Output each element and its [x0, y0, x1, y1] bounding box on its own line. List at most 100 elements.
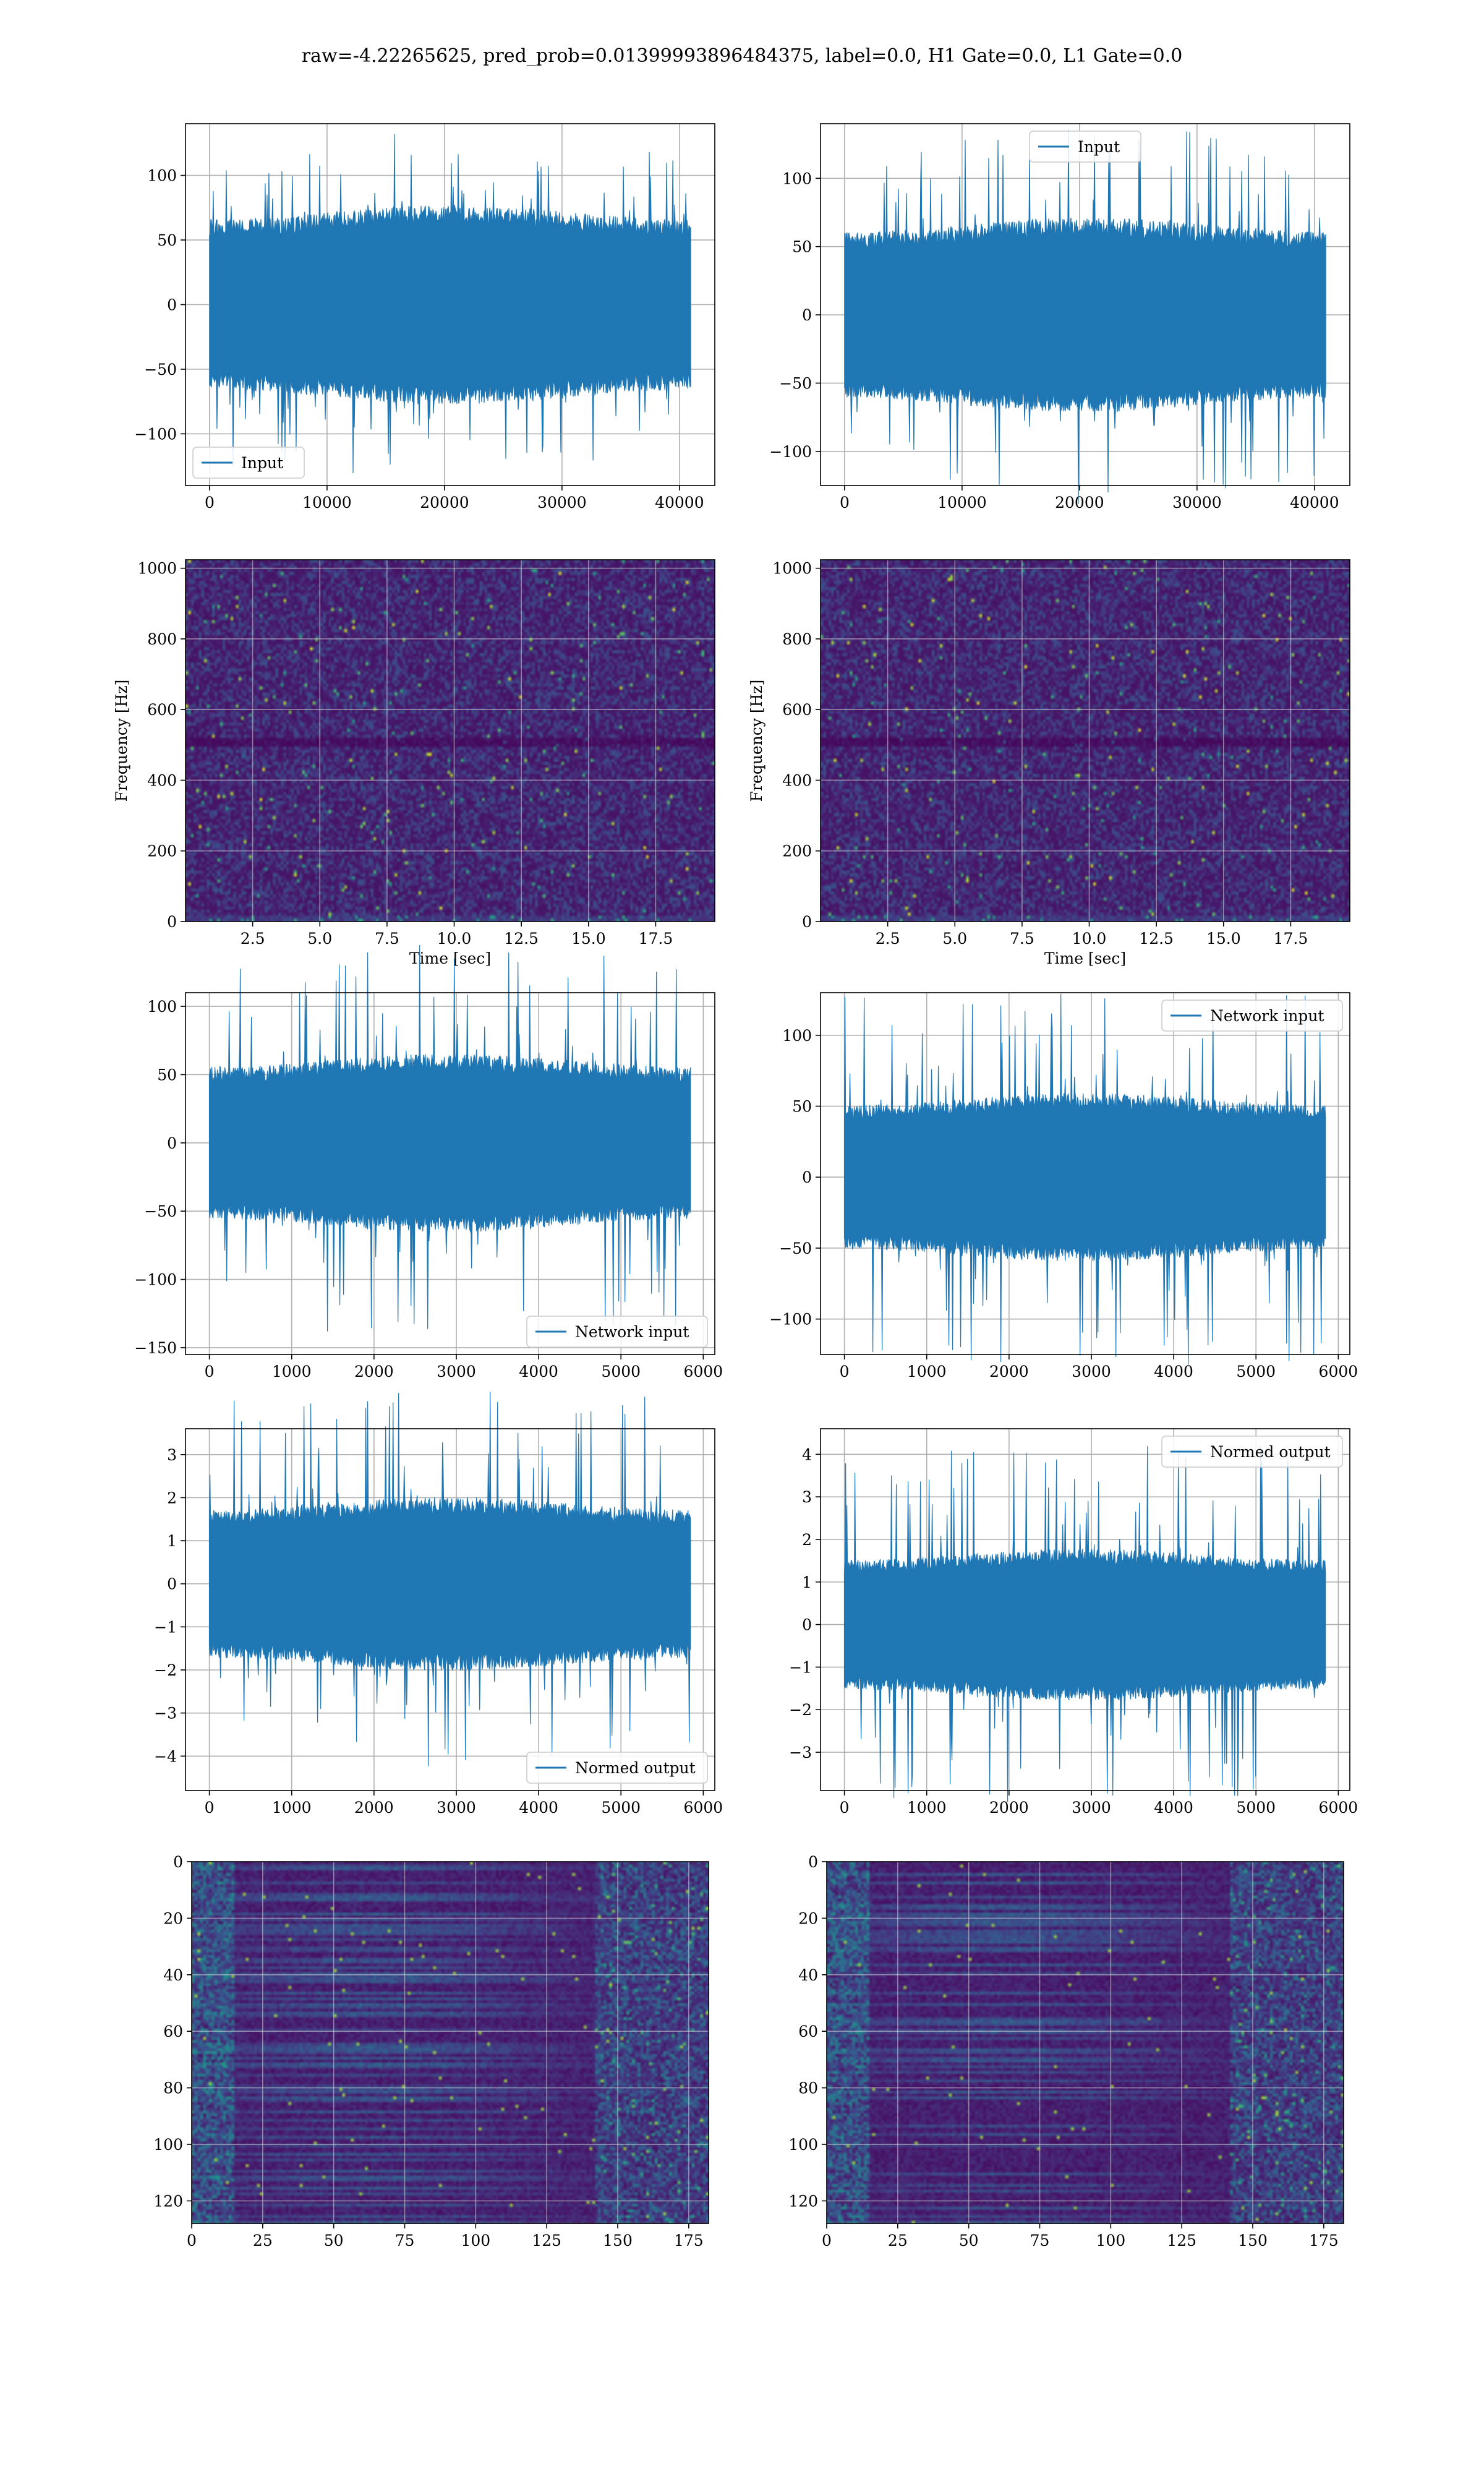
x-tick-label: 10000: [302, 494, 352, 511]
x-tick-label: 12.5: [1139, 930, 1174, 948]
x-tick-label: 2000: [354, 1799, 394, 1817]
net-h1-axes: 0 1000 2000 3000 4000 5000 6000 −150 −100 −50 0 50 1…: [134, 944, 723, 1380]
y-tick-label: 1000: [137, 560, 177, 578]
x-tick-label: 100: [1096, 2232, 1125, 2249]
y-tick-label: 20: [163, 1909, 183, 1927]
input-l1-frame: [820, 123, 1350, 486]
legend-label: Network input: [575, 1323, 689, 1341]
y-tick-label: −50: [144, 1202, 177, 1220]
legend-box: [1029, 131, 1141, 163]
x-tick-label: 5.0: [307, 930, 332, 948]
x-tick-label: 6000: [684, 1799, 723, 1817]
y-tick-label: −50: [144, 361, 177, 379]
norm-h1-frame: [185, 1428, 715, 1791]
legend: Input: [192, 447, 305, 479]
legend-box: [1161, 999, 1343, 1032]
x-tick-label: 0: [840, 1799, 850, 1817]
norm-l1-axes: 0 1000 2000 3000 4000 5000 6000 −3 −2 −1 0 1 2 3 4 Norm…: [789, 1428, 1358, 1817]
x-tick-label: 75: [1030, 2232, 1050, 2249]
net-l1-axes: 0 1000 2000 3000 4000 5000 6000 −100 −50 0 50 100 Ne…: [769, 992, 1358, 1380]
legend-box: [526, 1316, 708, 1348]
x-tick-label: 150: [603, 2232, 633, 2249]
legend-label: Normed output: [575, 1759, 696, 1777]
legend-label: Input: [1078, 138, 1120, 156]
net-l1-frame: [820, 992, 1350, 1355]
x-tick-label: 175: [1309, 2232, 1339, 2249]
x-tick-label: 175: [674, 2232, 704, 2249]
x-tick-label: 75: [395, 2232, 415, 2249]
y-tick-label: 0: [802, 1616, 812, 1634]
y-tick-label: 20: [798, 1909, 818, 1927]
y-tick-label: 0: [167, 1134, 177, 1152]
y-tick-label: −4: [154, 1747, 177, 1765]
y-tick-label: −100: [134, 1271, 177, 1289]
net-h1-frame: [185, 992, 715, 1355]
legend: Normed output: [526, 1752, 708, 1784]
x-axis-label: Time [sec]: [1044, 949, 1126, 967]
x-tick-label: 4000: [1154, 1363, 1193, 1380]
x-tick-label: 0: [822, 2232, 832, 2249]
figure-title: raw=-4.22265625, pred_prob=0.01399993896…: [302, 45, 1183, 67]
x-tick-label: 4000: [1154, 1799, 1193, 1817]
y-tick-label: 0: [167, 1575, 177, 1593]
y-tick-label: 80: [163, 2079, 183, 2097]
x-tick-label: 3000: [437, 1363, 476, 1380]
x-tick-label: 5.0: [942, 930, 967, 948]
x-tick-label: 7.5: [375, 930, 399, 948]
spec-h1-axes: 2.5 5.0 7.5 10.0 12.5 15.0 17.5 0 200 400 600 800 10…: [113, 559, 715, 967]
y-tick-label: −3: [789, 1744, 812, 1761]
x-tick-label: 5000: [1236, 1799, 1276, 1817]
x-tick-label: 5000: [1236, 1363, 1276, 1380]
spec-l1-axes: 2.5 5.0 7.5 10.0 12.5 15.0 17.5 0 200 400 600 800 10…: [748, 559, 1350, 967]
y-tick-label: −2: [789, 1701, 812, 1719]
y-tick-label: 200: [782, 842, 812, 860]
y-tick-label: 0: [802, 306, 812, 324]
spec-h1-frame: [185, 559, 715, 922]
y-tick-label: 60: [163, 2022, 183, 2040]
y-tick-label: 0: [167, 296, 177, 314]
spec-h1-heatmap-image: [186, 560, 715, 922]
y-tick-label: 3: [167, 1446, 177, 1464]
y-tick-label: 100: [782, 1027, 812, 1045]
legend: Network input: [1161, 999, 1343, 1032]
y-tick-label: 100: [788, 2136, 818, 2154]
legend-box: [192, 447, 305, 479]
feat-l1-frame: [826, 1861, 1344, 2224]
y-tick-label: 3: [802, 1488, 812, 1506]
x-tick-label: 17.5: [639, 930, 673, 948]
y-tick-label: 120: [153, 2192, 183, 2210]
x-tick-label: 15.0: [571, 930, 606, 948]
y-tick-label: −150: [134, 1339, 177, 1357]
x-tick-label: 20000: [1055, 494, 1104, 511]
y-tick-label: −50: [779, 374, 812, 392]
feat-h1-heatmap-image: [192, 1862, 709, 2224]
x-tick-label: 3000: [1072, 1799, 1111, 1817]
x-tick-label: 2.5: [876, 930, 900, 948]
y-tick-label: 120: [788, 2192, 818, 2210]
input-h1-frame: [185, 123, 715, 486]
x-tick-label: 10.0: [1072, 930, 1107, 948]
x-tick-label: 17.5: [1274, 930, 1308, 948]
x-tick-label: 4000: [519, 1363, 558, 1380]
x-tick-label: 15.0: [1206, 930, 1241, 948]
legend-label: Input: [241, 454, 283, 472]
y-tick-label: 1000: [772, 560, 812, 578]
x-tick-label: 150: [1238, 2232, 1268, 2249]
legend-box: [1161, 1436, 1343, 1468]
y-tick-label: −100: [769, 443, 812, 461]
y-tick-label: 50: [157, 1066, 177, 1084]
x-tick-label: 4000: [519, 1799, 558, 1817]
x-tick-label: 0: [187, 2232, 197, 2249]
feat-l1-axes: 0 25 50 75 100 125 150 175 0 20 40 60 80 100 120: [788, 1853, 1344, 2249]
x-tick-label: 0: [840, 494, 850, 511]
y-tick-label: 50: [792, 1098, 812, 1116]
legend: Normed output: [1161, 1436, 1343, 1468]
series-line-network-input: [209, 944, 691, 1332]
series-line-normed-output: [209, 1392, 691, 1766]
series-line-input: [844, 130, 1326, 504]
x-tick-label: 30000: [1172, 494, 1222, 511]
y-tick-label: 100: [782, 169, 812, 187]
norm-h1-axes: 0 1000 2000 3000 4000 5000 6000 −4 −3 −2 −1 0 1 2 3 Nor…: [154, 1392, 723, 1817]
y-tick-label: 0: [802, 1168, 812, 1186]
